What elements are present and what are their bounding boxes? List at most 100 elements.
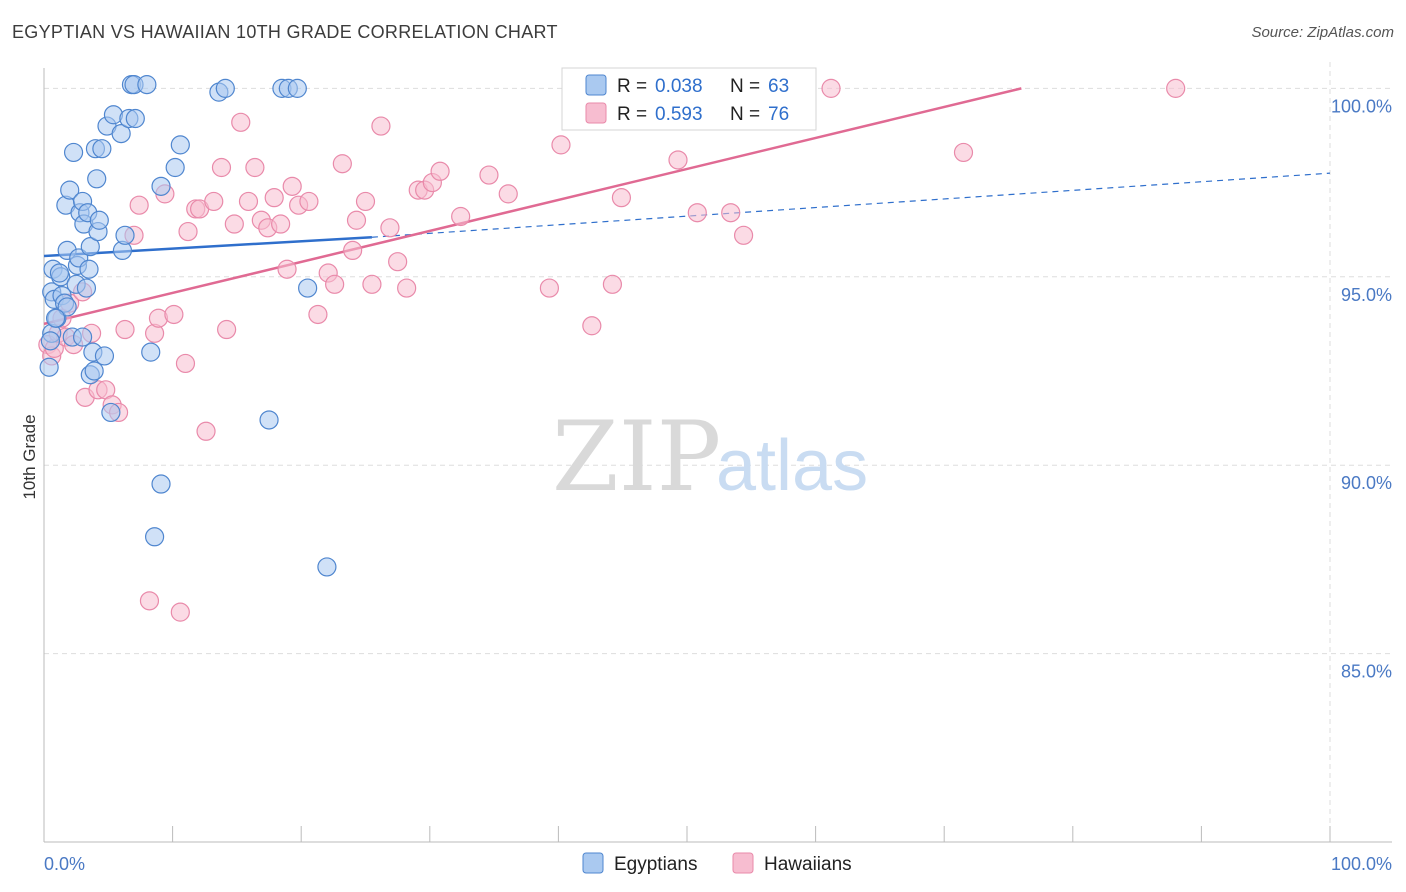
legend-swatch-egyptians [585,74,607,96]
point-egyptians-37 [101,402,121,423]
point-egyptians-49 [151,474,171,494]
point-hawaiians-63 [539,278,559,298]
stats-legend: R = 0.038 N = 63 R = 0.593 N = 76 [561,67,817,131]
point-egyptians-47 [141,342,161,362]
legend-n-value-hawaiians: 76 [768,104,789,125]
point-hawaiians-23 [170,602,190,622]
legend-r-value-hawaiians: 0.593 [655,104,703,125]
point-hawaiians-22 [164,304,184,325]
y-tick-label-2: 95.0% [1341,285,1392,305]
point-hawaiians-70 [721,203,741,223]
point-hawaiians-31 [217,319,237,340]
point-egyptians-26 [79,259,99,279]
legend-r-label-egyptians: R = [617,76,647,97]
legend-n-value-egyptians: 63 [768,76,789,97]
series-legend: Egyptians Hawaiians [582,852,852,875]
x-tick-label-1: 100.0% [1331,854,1392,874]
series-legend-swatch-egyptians [582,852,604,874]
watermark-zip: ZIP [552,401,721,513]
point-hawaiians-29 [204,191,224,212]
point-egyptians-60 [317,557,337,577]
point-egyptians-22 [76,278,97,298]
point-hawaiians-35 [245,157,265,178]
series-legend-label-hawaiians: Hawaiians [764,854,852,875]
point-hawaiians-34 [238,191,259,212]
point-hawaiians-39 [271,214,291,234]
point-hawaiians-46 [325,274,345,294]
y-tick-label-3: 100.0% [1331,96,1392,116]
point-hawaiians-69 [687,203,707,223]
legend-n-label-hawaiians: N = [730,104,760,125]
point-hawaiians-60 [451,206,471,227]
point-hawaiians-65 [582,316,602,336]
point-hawaiians-38 [264,188,284,208]
point-egyptians-54 [215,78,235,98]
trend-line-egyptians-extended [371,172,1331,238]
point-egyptians-51 [165,157,185,178]
x-tick-labels: 0.0% 100.0% [44,854,1392,874]
x-tick-label-0: 0.0% [44,854,85,874]
point-hawaiians-40 [277,259,297,279]
point-hawaiians-61 [479,165,499,185]
point-hawaiians-15 [115,319,135,340]
point-egyptians-25 [80,237,100,257]
point-egyptians-31 [87,169,107,189]
point-hawaiians-17 [129,195,149,215]
point-egyptians-41 [115,225,135,245]
y-tick-label-1: 90.0% [1341,473,1392,493]
point-hawaiians-32 [224,214,244,234]
point-egyptians-43 [125,108,145,129]
point-egyptians-46 [137,75,157,95]
y-tick-label-0: 85.0% [1341,662,1392,682]
point-hawaiians-25 [178,221,198,242]
point-egyptians-61 [49,263,70,283]
point-egyptians-10 [57,297,77,317]
point-egyptians-52 [170,135,190,155]
trend-lines [43,87,1331,326]
point-egyptians-14 [63,142,84,163]
point-hawaiians-51 [362,274,382,294]
point-hawaiians-50 [355,191,376,212]
watermark-atlas: atlas [716,426,868,506]
point-hawaiians-62 [498,184,518,204]
point-egyptians-50 [151,176,171,196]
trend-line-hawaiians [43,87,1022,326]
point-egyptians-29 [84,361,104,381]
data-points [38,75,1186,622]
legend-swatch-hawaiians [585,102,607,124]
chart-title: EGYPTIAN VS HAWAIIAN 10TH GRADE CORRELAT… [12,22,558,42]
point-egyptians-1 [40,331,61,351]
y-axis-title: 10th Grade [20,414,39,499]
axes [43,68,1392,843]
y-tick-labels: 85.0% 90.0% 95.0% 100.0% [1331,96,1392,681]
point-hawaiians-44 [308,304,328,325]
point-hawaiians-33 [231,112,251,132]
point-hawaiians-47 [332,154,352,174]
point-hawaiians-54 [388,252,408,272]
point-hawaiians-53 [380,218,400,238]
point-egyptians-34 [92,139,112,159]
point-hawaiians-24 [175,353,196,374]
point-egyptians-48 [144,527,165,547]
legend-r-label-hawaiians: R = [617,104,647,125]
point-hawaiians-28 [196,421,216,441]
point-hawaiians-41 [282,176,302,196]
point-hawaiians-43 [299,191,319,212]
point-egyptians-2 [39,357,59,377]
point-egyptians-58 [259,410,279,430]
point-hawaiians-75 [1166,78,1186,98]
point-hawaiians-49 [346,210,367,230]
series-legend-label-egyptians: Egyptians [614,854,697,875]
point-egyptians-13 [60,180,80,200]
point-hawaiians-52 [371,116,391,136]
point-hawaiians-48 [343,240,363,261]
point-egyptians-59 [298,278,318,298]
point-hawaiians-18 [139,591,160,611]
point-hawaiians-71 [733,225,754,245]
point-hawaiians-73 [821,78,841,98]
point-hawaiians-74 [953,142,974,163]
point-egyptians-39 [111,123,131,144]
point-egyptians-35 [94,346,115,366]
series-legend-swatch-hawaiians [732,852,754,874]
watermark: ZIP atlas [552,401,868,513]
